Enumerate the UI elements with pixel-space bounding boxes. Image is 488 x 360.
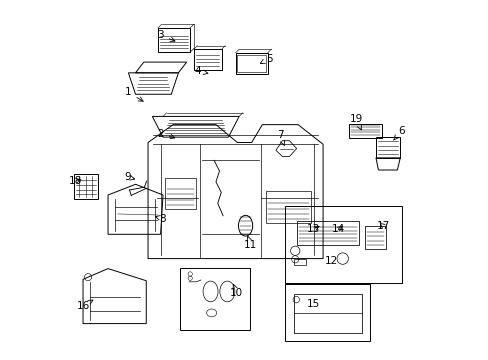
Text: 10: 10 bbox=[230, 284, 243, 297]
Text: 16: 16 bbox=[76, 300, 93, 311]
Text: 8: 8 bbox=[155, 213, 166, 224]
Text: 6: 6 bbox=[393, 126, 404, 140]
Text: 19: 19 bbox=[348, 113, 362, 130]
Text: 4: 4 bbox=[194, 66, 207, 76]
Text: 5: 5 bbox=[260, 54, 272, 64]
Text: 15: 15 bbox=[306, 299, 319, 309]
Text: 2: 2 bbox=[157, 129, 175, 139]
Text: 14: 14 bbox=[331, 224, 344, 234]
Text: 13: 13 bbox=[306, 224, 319, 234]
Text: 9: 9 bbox=[124, 172, 134, 182]
Text: 3: 3 bbox=[157, 30, 175, 41]
Text: 12: 12 bbox=[324, 256, 337, 266]
Text: 17: 17 bbox=[376, 221, 389, 231]
Text: 18: 18 bbox=[69, 176, 82, 186]
Text: 7: 7 bbox=[276, 130, 284, 146]
Text: 11: 11 bbox=[244, 236, 257, 250]
Text: 1: 1 bbox=[125, 87, 143, 101]
